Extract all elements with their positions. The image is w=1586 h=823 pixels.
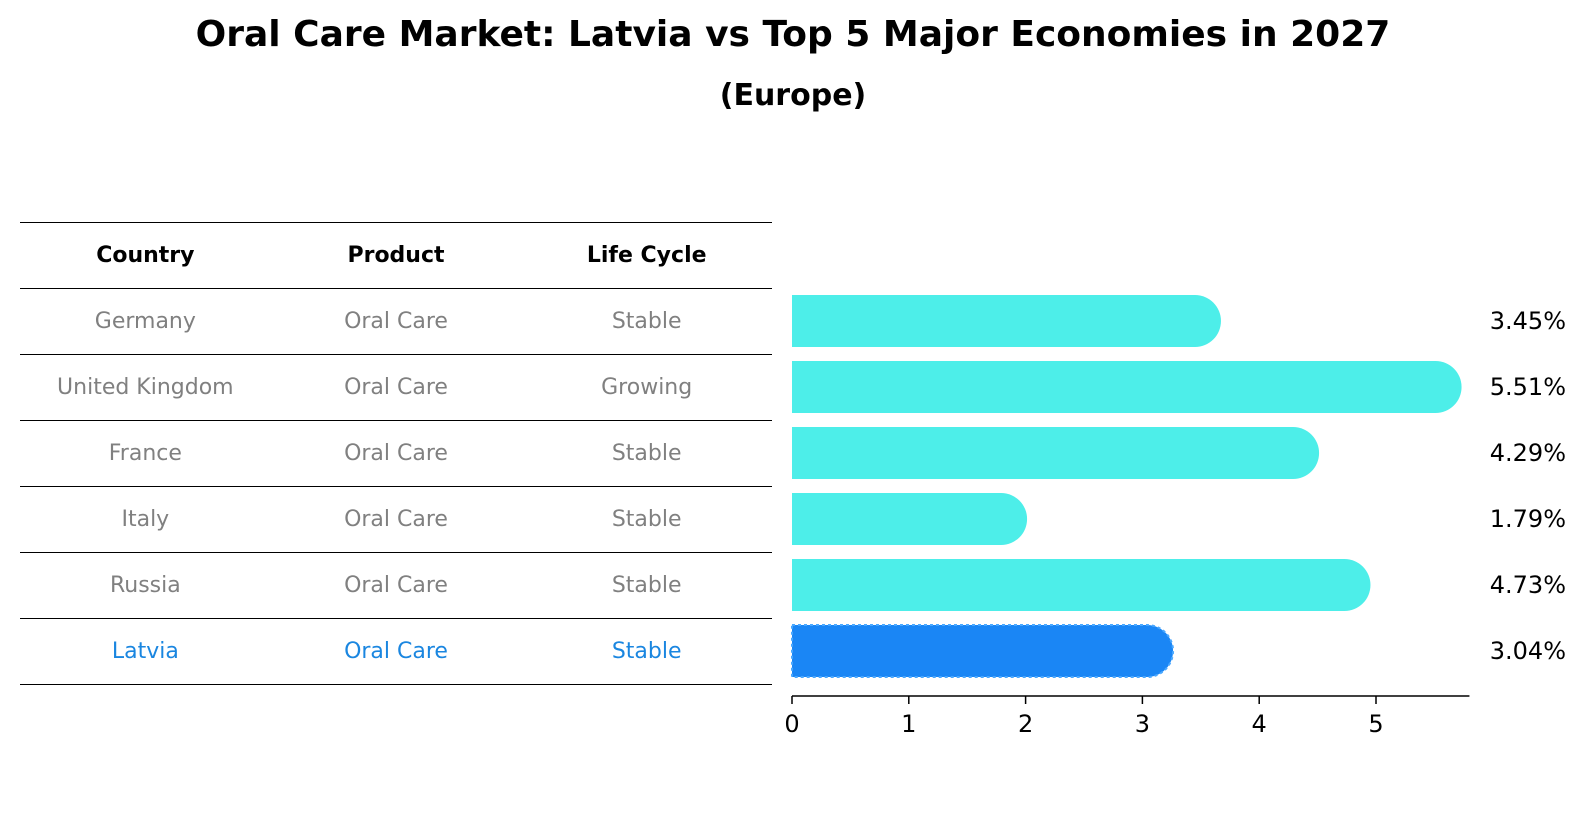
cell-product: Oral Care [344, 573, 448, 598]
bar-united-kingdom [792, 361, 1462, 413]
header-life-cycle: Life Cycle [586, 243, 707, 268]
bar-highlight-outline [791, 624, 1175, 678]
bar-italy [792, 493, 1028, 545]
bar-russia [792, 559, 1371, 611]
cell-life-cycle: Stable [611, 507, 682, 532]
table-row: Germany Oral Care Stable [20, 289, 772, 355]
header-country: Country [96, 243, 195, 268]
cell-product: Oral Care [344, 375, 448, 400]
cell-life-cycle: Stable [611, 441, 682, 466]
cell-life-cycle: Stable [611, 573, 682, 598]
bar-france [792, 427, 1320, 479]
x-tick-label: 4 [1252, 710, 1267, 738]
table-row: Italy Oral Care Stable [20, 487, 772, 553]
cell-country: Russia [109, 573, 181, 598]
value-label: 3.45% [1490, 307, 1566, 335]
x-tick-label: 2 [1018, 710, 1033, 738]
cell-country: Latvia [111, 639, 179, 664]
table-row: France Oral Care Stable [20, 421, 772, 487]
cell-life-cycle: Stable [611, 309, 682, 334]
value-label: 5.51% [1490, 373, 1566, 401]
table-row: United Kingdom Oral Care Growing [20, 355, 772, 421]
cell-country: Germany [94, 309, 196, 334]
x-tick-label: 3 [1135, 710, 1150, 738]
header-product: Product [347, 243, 445, 268]
country-table: Country Product Life Cycle Germany Oral … [20, 222, 772, 685]
cell-country: France [108, 441, 182, 466]
cell-product: Oral Care [344, 441, 448, 466]
value-label: 1.79% [1490, 505, 1566, 533]
table-row-highlight: Latvia Oral Care Stable [20, 619, 772, 685]
value-label: 4.29% [1490, 439, 1566, 467]
cell-country: United Kingdom [57, 375, 234, 400]
table-row: Russia Oral Care Stable [20, 553, 772, 619]
cell-product: Oral Care [344, 639, 448, 664]
chart-title: Oral Care Market: Latvia vs Top 5 Major … [195, 14, 1391, 55]
value-label: 3.04% [1490, 637, 1566, 665]
cell-life-cycle: Stable [611, 639, 682, 664]
cell-product: Oral Care [344, 309, 448, 334]
bar-latvia [792, 625, 1174, 677]
cell-life-cycle: Growing [601, 375, 693, 400]
value-label: 4.73% [1490, 571, 1566, 599]
cell-product: Oral Care [344, 507, 448, 532]
bar-germany [792, 295, 1221, 347]
x-tick-label: 0 [784, 710, 799, 738]
x-tick-label: 5 [1368, 710, 1383, 738]
cell-country: Italy [121, 507, 170, 532]
x-tick-label: 1 [901, 710, 916, 738]
table-header-row: Country Product Life Cycle [20, 222, 772, 289]
chart-subtitle: (Europe) [719, 78, 867, 113]
